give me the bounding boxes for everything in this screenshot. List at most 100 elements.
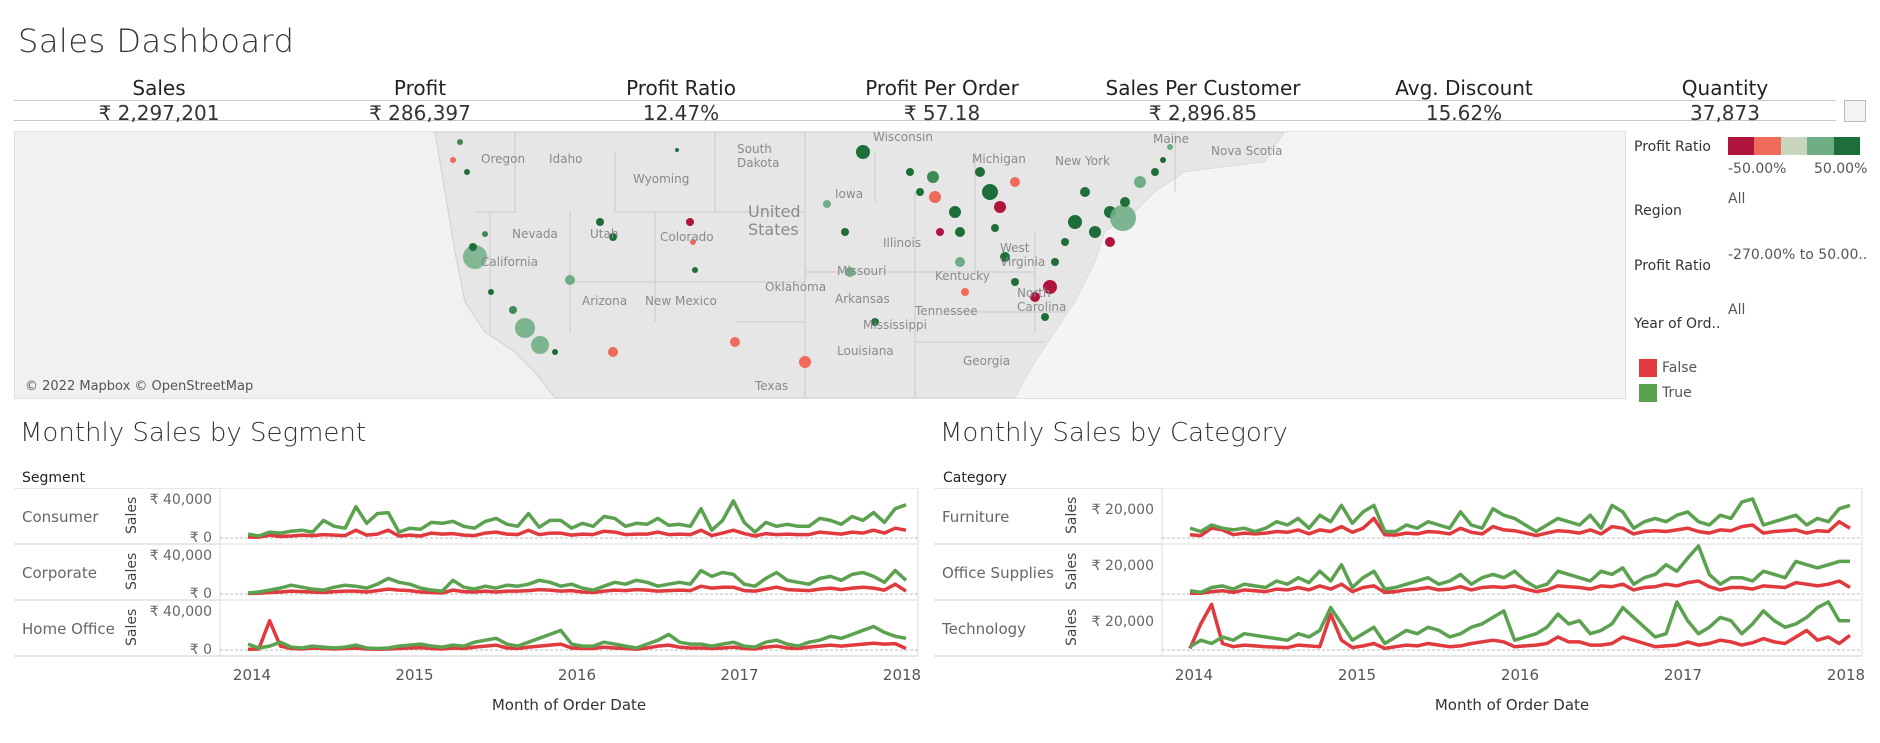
facet-label: Corporate	[22, 564, 97, 582]
map-marker	[609, 233, 617, 241]
map-marker	[488, 289, 494, 295]
map-label: Mississippi	[863, 318, 927, 332]
map-marker	[515, 318, 535, 338]
y-axis-title: Sales	[124, 609, 140, 646]
y-tick-label: ₹ 0	[190, 586, 212, 602]
category-chart[interactable]: Furniture Sales ₹ 20,000 Office Supplies Sal…	[934, 488, 1866, 713]
map-marker	[955, 227, 965, 237]
map-marker	[1110, 205, 1136, 231]
series-line-true[interactable]	[1189, 600, 1850, 649]
ocean-east	[1015, 132, 1625, 398]
map-attribution: © 2022 Mapbox © OpenStreetMap	[25, 379, 254, 394]
map-label: United States	[748, 202, 801, 239]
map-marker	[675, 148, 679, 152]
series-line-false[interactable]	[247, 582, 907, 596]
kpi-value: ₹ 57.18	[903, 101, 981, 122]
segment-row-header: Segment	[22, 470, 85, 486]
map-marker	[856, 145, 870, 159]
kpi-avg-discount[interactable]: Avg. Discount 15.62%	[1334, 76, 1594, 122]
map-label: Michigan	[972, 152, 1026, 166]
kpi-label: Sales Per Customer	[1105, 76, 1301, 100]
ramp-swatch	[1833, 137, 1861, 155]
filter-region-value[interactable]: All	[1728, 191, 1746, 207]
map-marker	[509, 306, 517, 314]
map-marker	[916, 188, 924, 196]
map-label: Idaho	[549, 152, 583, 166]
ramp-swatch	[1780, 137, 1808, 155]
x-tick-label: 2016	[558, 666, 596, 684]
y-tick-label: ₹ 40,000	[150, 604, 212, 620]
map-marker	[1010, 177, 1020, 187]
map-marker	[841, 228, 849, 236]
y-tick-label: ₹ 20,000	[1092, 558, 1154, 574]
kpi-sales-per-customer[interactable]: Sales Per Customer ₹ 2,896.85	[1073, 76, 1333, 122]
map-marker	[799, 356, 811, 368]
series-line-true[interactable]	[247, 568, 908, 595]
dashboard-title: Sales Dashboard	[18, 22, 295, 60]
map-marker	[1105, 237, 1115, 247]
kpi-scrollbar[interactable]	[1844, 100, 1866, 122]
map-label: Illinois	[883, 236, 922, 250]
kpi-profit-per-order[interactable]: Profit Per Order ₹ 57.18	[812, 76, 1072, 122]
kpi-quantity[interactable]: Quantity 37,873	[1595, 76, 1855, 122]
series-line-true[interactable]	[1189, 544, 1850, 595]
filter-profit-ratio-value[interactable]: -270.00% to 50.00..	[1728, 247, 1868, 263]
map-label: Georgia	[963, 354, 1011, 368]
series-line-true[interactable]	[247, 624, 907, 651]
map-marker	[994, 201, 1006, 213]
kpi-profit[interactable]: Profit ₹ 286,397	[290, 76, 550, 122]
series-line-false[interactable]	[1188, 602, 1852, 651]
legend-panel: Profit Ratio -50.00% 50.00% Region All P…	[1634, 131, 1874, 411]
map-marker	[686, 218, 694, 226]
false-color-swatch	[1639, 359, 1657, 377]
map-marker	[1061, 238, 1069, 246]
legend-false-label[interactable]: False	[1662, 360, 1698, 376]
series-line-false[interactable]	[247, 618, 907, 651]
segment-chart[interactable]: Consumer Sales ₹ 40,000 ₹ 0 Corporate Sales ₹ …	[14, 488, 922, 713]
series-line-false[interactable]	[1189, 516, 1851, 538]
map-marker	[1068, 215, 1082, 229]
map-marker	[1011, 278, 1019, 286]
kpi-value: ₹ 2,896.85	[1148, 101, 1258, 122]
x-axis-title: Month of Order Date	[1435, 696, 1589, 713]
y-tick-label: ₹ 40,000	[150, 492, 212, 508]
map-label: Arkansas	[835, 292, 890, 306]
map-marker	[1051, 258, 1059, 266]
y-axis-title: Sales	[1064, 553, 1080, 590]
series-line-false[interactable]	[1189, 579, 1851, 596]
map-label: Oklahoma	[765, 280, 827, 294]
map-marker	[949, 206, 961, 218]
profit-map[interactable]: Oregon Idaho South Dakota Wyoming Nevada…	[14, 131, 1626, 399]
map-label: Oregon	[481, 152, 526, 166]
map-label: Nova Scotia	[1211, 144, 1283, 158]
legend-true-label[interactable]: True	[1662, 385, 1692, 401]
series-line-true[interactable]	[1189, 497, 1851, 534]
map-marker	[1167, 144, 1173, 150]
series-line-true[interactable]	[247, 499, 907, 538]
map-label: Kentucky	[935, 269, 990, 283]
profit-ratio-color-ramp[interactable]	[1728, 137, 1861, 155]
x-tick-label: 2015	[1338, 666, 1376, 684]
map-marker	[1043, 280, 1057, 294]
facet-label: Consumer	[22, 508, 99, 526]
filter-year-label: Year of Ord..	[1634, 316, 1721, 332]
category-row-header: Category	[943, 470, 1007, 486]
x-tick-label: 2014	[1175, 666, 1213, 684]
kpi-sales[interactable]: Sales ₹ 2,297,201	[29, 76, 289, 122]
y-axis-title: Sales	[124, 497, 140, 534]
x-axis-title: Month of Order Date	[492, 696, 646, 713]
map-label: North Carolina	[1017, 286, 1067, 314]
segment-chart-title: Monthly Sales by Segment	[20, 418, 367, 448]
series-line-false[interactable]	[247, 526, 907, 539]
x-tick-label: 2018	[1827, 666, 1865, 684]
y-tick-label: ₹ 20,000	[1092, 614, 1154, 630]
kpi-divider-top	[14, 100, 1836, 101]
kpi-profit-ratio[interactable]: Profit Ratio 12.47%	[551, 76, 811, 122]
map-label: Wyoming	[633, 172, 690, 186]
true-color-swatch	[1639, 384, 1657, 402]
map-label: South Dakota	[737, 142, 780, 170]
kpi-label: Sales	[132, 76, 186, 100]
map-marker	[906, 168, 914, 176]
filter-year-value[interactable]: All	[1728, 302, 1746, 318]
map-marker	[1160, 157, 1166, 163]
